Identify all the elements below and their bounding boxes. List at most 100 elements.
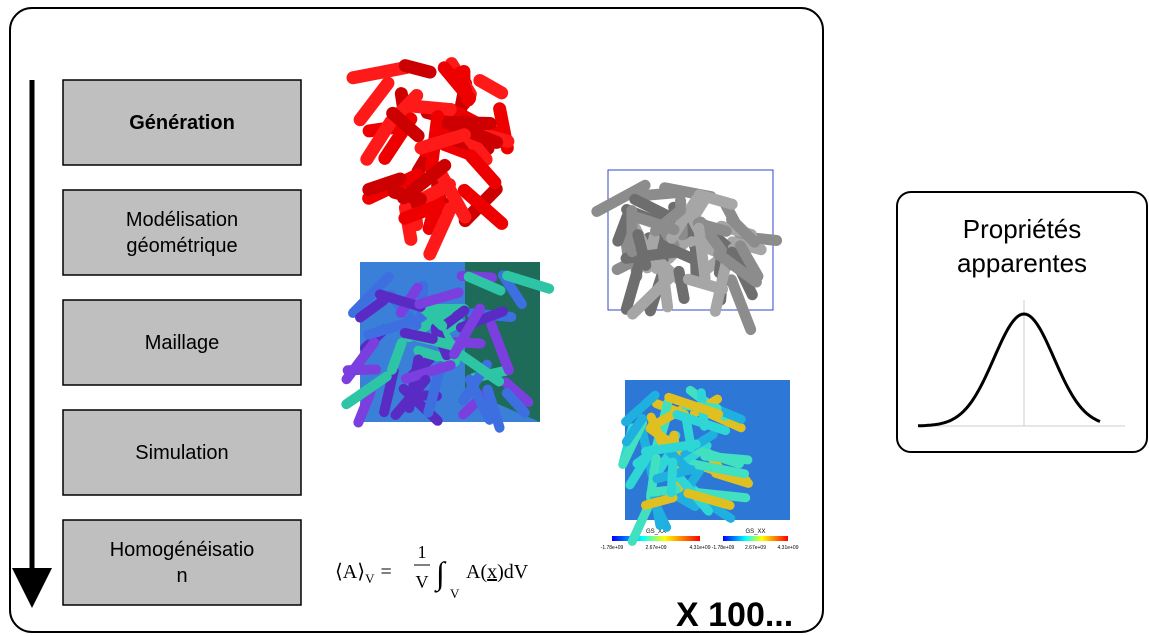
formula-text: )dV bbox=[497, 561, 529, 583]
step-box bbox=[62, 299, 302, 386]
fibre bbox=[689, 459, 750, 479]
colorbar-label: 4.31e+09 bbox=[778, 545, 799, 551]
fibre bbox=[432, 164, 472, 224]
fibre bbox=[683, 488, 735, 510]
formula-lhs: ⟨A⟩ bbox=[335, 561, 365, 583]
fibre bbox=[398, 59, 437, 79]
fibre bbox=[725, 274, 757, 336]
fibre bbox=[502, 270, 555, 294]
fibre bbox=[379, 365, 399, 418]
step-box bbox=[62, 409, 302, 496]
fibre bbox=[482, 384, 505, 433]
step-box bbox=[62, 79, 302, 166]
colorbar-title: GS_XX bbox=[745, 529, 765, 535]
formula-integral: ∫ bbox=[434, 555, 447, 593]
fibre bbox=[666, 457, 678, 498]
step-box bbox=[62, 189, 302, 276]
fibre bbox=[463, 271, 506, 296]
fibre bbox=[413, 345, 461, 367]
fibre bbox=[400, 99, 457, 117]
fibre bbox=[693, 222, 711, 285]
colorbar-title: GS_XX bbox=[646, 529, 666, 535]
fibre bbox=[374, 289, 426, 312]
colorbar-label: 4.31e+09 bbox=[690, 545, 711, 551]
fibre bbox=[414, 287, 464, 309]
step-label: géométrique bbox=[126, 235, 237, 257]
fibre bbox=[656, 261, 674, 313]
colorbar-label: 2.67e+09 bbox=[745, 545, 766, 551]
fibre bbox=[464, 374, 495, 425]
fibre bbox=[386, 337, 407, 375]
fibre bbox=[441, 116, 504, 149]
fibre bbox=[342, 364, 382, 376]
fibre bbox=[689, 245, 702, 285]
fibre bbox=[664, 392, 724, 419]
colorbar-label: -1.78e+09 bbox=[712, 545, 735, 551]
fibre bbox=[464, 149, 502, 190]
fibre bbox=[663, 445, 693, 475]
step-label: Simulation bbox=[135, 442, 228, 464]
fibre bbox=[500, 377, 534, 408]
fibre bbox=[713, 248, 762, 288]
fibre bbox=[672, 410, 731, 436]
fibre bbox=[348, 271, 394, 319]
fibre bbox=[629, 193, 672, 221]
fibre bbox=[397, 158, 452, 205]
fibre bbox=[386, 106, 425, 143]
step-list: Génération Modélisation géométrique Maillag… bbox=[62, 79, 302, 606]
step-label: Génération bbox=[129, 112, 235, 134]
fibre bbox=[449, 303, 486, 360]
fibre bbox=[399, 327, 438, 344]
formula-numerator: 1 bbox=[418, 542, 427, 562]
fibre bbox=[734, 240, 764, 282]
fibre bbox=[360, 115, 398, 166]
formula-text: A( bbox=[466, 561, 487, 583]
fibre bbox=[353, 387, 376, 428]
fibre bbox=[612, 210, 633, 247]
fibre bbox=[700, 451, 753, 465]
step-label: Modélisation bbox=[126, 209, 238, 231]
fibre bbox=[620, 246, 683, 264]
formula: ⟨A⟩V = bbox=[335, 561, 392, 586]
fibre bbox=[591, 179, 651, 217]
fibre bbox=[621, 413, 647, 447]
step-label: n bbox=[176, 565, 187, 587]
fibre bbox=[454, 348, 505, 387]
fibre bbox=[363, 316, 418, 340]
colorbar-label: -1.78e+09 bbox=[601, 545, 624, 551]
fibre bbox=[353, 76, 395, 127]
fibre bbox=[362, 172, 407, 197]
gaussian-curve bbox=[917, 312, 1101, 428]
fibre bbox=[726, 213, 761, 248]
fibre bbox=[640, 493, 678, 510]
fibre bbox=[673, 265, 690, 305]
result-title: Propriétés apparentes bbox=[957, 214, 1087, 278]
fibre bbox=[423, 201, 457, 261]
fibre bbox=[390, 374, 431, 421]
fibre bbox=[650, 204, 687, 237]
fibre bbox=[486, 319, 514, 376]
colorbar bbox=[723, 536, 788, 541]
fibre bbox=[414, 128, 471, 155]
repeat-label: X 100... bbox=[676, 596, 793, 634]
fibre bbox=[682, 273, 729, 295]
fibre bbox=[473, 73, 509, 100]
fibre bbox=[693, 189, 738, 210]
step-label: Homogénéisatio bbox=[110, 539, 255, 561]
formula-integral-sub: V bbox=[450, 586, 460, 601]
result-box bbox=[896, 191, 1148, 453]
colorbar-label: 2.67e+09 bbox=[646, 545, 667, 551]
fibre bbox=[501, 388, 530, 418]
step-box bbox=[62, 519, 302, 606]
formula-denominator: V bbox=[416, 572, 429, 592]
fibre bbox=[355, 295, 389, 323]
fibre bbox=[632, 229, 652, 271]
fibre bbox=[453, 66, 475, 107]
step-label: Maillage bbox=[145, 332, 219, 354]
formula-integrand: A(x)dV bbox=[466, 561, 529, 583]
formula-sub: V bbox=[365, 571, 375, 586]
fibre bbox=[398, 198, 447, 225]
result-label: Propriétés bbox=[963, 214, 1082, 244]
fibre bbox=[400, 360, 456, 384]
